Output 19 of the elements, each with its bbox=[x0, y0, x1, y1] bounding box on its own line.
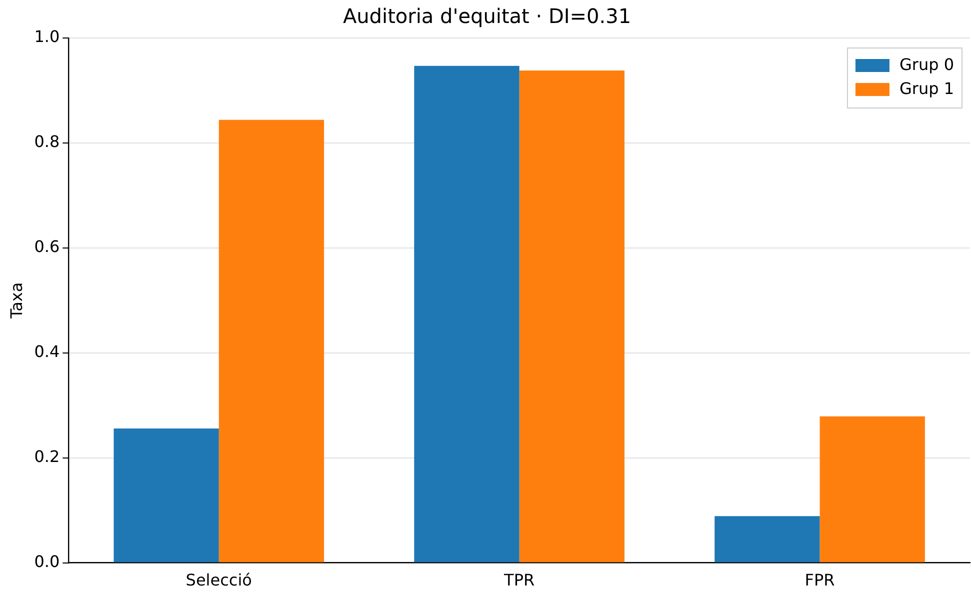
y-tick-label: 0.2 bbox=[34, 446, 60, 466]
bar bbox=[519, 70, 624, 562]
chart-title: Auditoria d'equitat · DI=0.31 bbox=[342, 4, 632, 28]
legend-label: Grup 0 bbox=[899, 55, 954, 74]
y-tick-label: 0.6 bbox=[34, 237, 60, 256]
x-tick-label: TPR bbox=[503, 570, 535, 590]
x-tick-label: FPR bbox=[804, 570, 835, 590]
bar bbox=[714, 516, 820, 562]
y-tick-label: 0.4 bbox=[34, 342, 60, 362]
y-tick-label: 0.8 bbox=[34, 132, 60, 152]
bar bbox=[414, 66, 520, 562]
y-axis-title: Taxa bbox=[6, 282, 26, 320]
y-tick-label: 0.0 bbox=[34, 552, 60, 571]
x-tick-label: Selecció bbox=[186, 570, 252, 590]
bar bbox=[820, 416, 925, 562]
bar bbox=[218, 120, 324, 562]
legend-label: Grup 1 bbox=[899, 79, 954, 98]
y-tick-label: 1.0 bbox=[34, 27, 60, 46]
bar bbox=[114, 428, 219, 562]
